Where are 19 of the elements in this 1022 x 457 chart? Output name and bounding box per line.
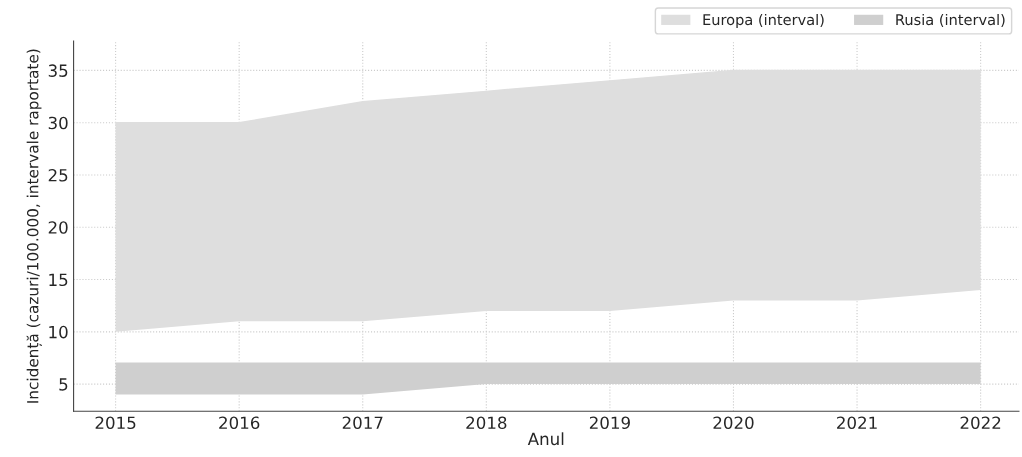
y-tick-label: 30	[48, 116, 68, 130]
x-tick-label: 2019	[589, 416, 630, 430]
x-tick-label: 2022	[960, 416, 1001, 430]
x-tick-label: 2020	[713, 416, 754, 430]
y-tick-label: 20	[48, 221, 68, 234]
legend-label: Europa (interval)	[703, 13, 824, 28]
x-axis-title: Anul	[527, 432, 564, 446]
x-tick-label: 2018	[466, 416, 507, 430]
x-tick-label: 2016	[219, 416, 260, 430]
y-tick-label: 10	[49, 325, 68, 339]
x-tick-label: 2021	[837, 416, 877, 430]
x-tick-label: 2015	[95, 416, 136, 430]
y-tick-label: 25	[48, 168, 68, 182]
y-tick-label: 5	[59, 378, 68, 391]
x-tick-label: 2017	[342, 416, 383, 430]
legend-label: Rusia (interval)	[896, 13, 1005, 27]
y-tick-label: 35	[48, 64, 68, 77]
y-tick-label: 15	[49, 273, 68, 287]
y-axis-title: Incidență (cazuri/100.000, intervale raportate)	[26, 49, 42, 403]
